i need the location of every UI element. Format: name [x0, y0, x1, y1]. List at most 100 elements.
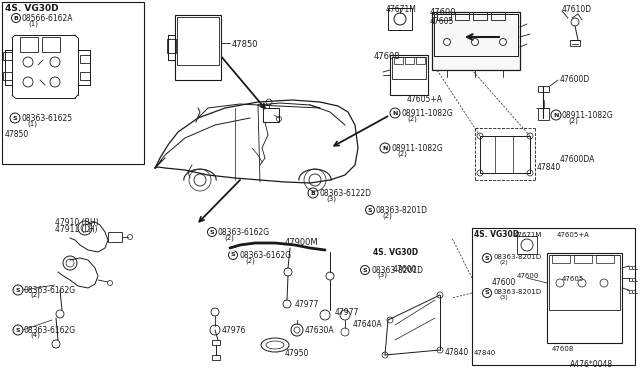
- Text: 47840: 47840: [445, 348, 469, 357]
- Bar: [437, 12, 451, 20]
- Bar: [3, 52, 12, 60]
- Text: 47605: 47605: [562, 276, 584, 282]
- Text: (1): (1): [28, 20, 38, 26]
- Text: (2): (2): [407, 115, 417, 122]
- Bar: [80, 72, 90, 80]
- Bar: [2, 2, 144, 164]
- Bar: [455, 12, 469, 20]
- Text: 47600: 47600: [492, 278, 516, 287]
- Text: 47977: 47977: [335, 308, 360, 317]
- Bar: [596, 255, 614, 263]
- Text: 47605+A: 47605+A: [407, 95, 443, 104]
- Text: B: B: [13, 16, 19, 20]
- Bar: [472, 228, 635, 365]
- Text: 08363-61625: 08363-61625: [21, 114, 72, 123]
- Bar: [552, 255, 570, 263]
- Bar: [405, 57, 414, 64]
- Text: 47850: 47850: [5, 130, 29, 139]
- Bar: [394, 57, 403, 64]
- Text: 08911-1082G: 08911-1082G: [562, 111, 614, 120]
- Bar: [263, 108, 279, 122]
- Text: S: S: [210, 230, 214, 234]
- Bar: [177, 17, 219, 65]
- Text: N: N: [392, 110, 397, 115]
- Text: S: S: [16, 288, 20, 292]
- Text: 08911-1082G: 08911-1082G: [391, 144, 443, 153]
- Text: 08911-1082G: 08911-1082G: [401, 109, 452, 118]
- Text: 08363-8201D: 08363-8201D: [493, 254, 541, 260]
- Text: 47976: 47976: [222, 326, 246, 335]
- Text: N: N: [554, 112, 559, 118]
- Bar: [432, 12, 520, 70]
- Bar: [390, 55, 428, 95]
- Text: 08363-8201D: 08363-8201D: [493, 289, 541, 295]
- Text: (2): (2): [382, 212, 392, 218]
- Text: (2): (2): [245, 257, 255, 263]
- Text: S: S: [368, 208, 372, 212]
- Text: S: S: [230, 253, 236, 257]
- Text: 08363-8201D: 08363-8201D: [371, 266, 423, 275]
- Text: 4S. VG30D: 4S. VG30D: [373, 248, 418, 257]
- Text: 47840: 47840: [474, 350, 496, 356]
- Text: 47608: 47608: [374, 52, 401, 61]
- Bar: [392, 57, 426, 79]
- Bar: [517, 236, 537, 254]
- Bar: [570, 40, 580, 46]
- Bar: [42, 37, 60, 52]
- Bar: [212, 340, 220, 345]
- Text: 47671M: 47671M: [514, 232, 542, 238]
- Text: 47850: 47850: [232, 40, 259, 49]
- Text: (2): (2): [568, 117, 578, 124]
- Text: S: S: [363, 267, 367, 273]
- Text: 47911 (LH): 47911 (LH): [55, 225, 97, 234]
- Text: 47605: 47605: [430, 17, 454, 26]
- Text: (3): (3): [377, 272, 387, 279]
- Bar: [20, 37, 38, 52]
- Bar: [80, 55, 90, 63]
- Text: 08363-6162G: 08363-6162G: [218, 228, 270, 237]
- Text: 47900M: 47900M: [285, 238, 319, 247]
- Text: (2): (2): [499, 260, 508, 265]
- Bar: [549, 255, 620, 310]
- Text: 47671M: 47671M: [386, 5, 417, 14]
- Bar: [416, 57, 425, 64]
- Bar: [491, 12, 505, 20]
- Text: S: S: [13, 115, 17, 121]
- Text: 47977: 47977: [295, 300, 319, 309]
- Bar: [547, 253, 622, 343]
- Text: S: S: [16, 327, 20, 333]
- Bar: [574, 255, 592, 263]
- Text: 47600D: 47600D: [560, 75, 590, 84]
- Text: N: N: [382, 145, 388, 151]
- Text: 47600: 47600: [430, 8, 456, 17]
- Text: 47605+A: 47605+A: [557, 232, 590, 238]
- Bar: [167, 39, 176, 53]
- Text: 4S. VG30D: 4S. VG30D: [5, 4, 59, 13]
- Text: 47950: 47950: [285, 349, 309, 358]
- Text: 47600DA: 47600DA: [560, 155, 595, 164]
- Text: 47630A: 47630A: [305, 326, 335, 335]
- Text: (2): (2): [224, 234, 234, 241]
- Text: S: S: [484, 256, 490, 260]
- Bar: [538, 108, 549, 120]
- Bar: [3, 72, 12, 80]
- Text: (2): (2): [397, 150, 407, 157]
- Text: 08363-6162G: 08363-6162G: [24, 326, 76, 335]
- Text: 08363-6162G: 08363-6162G: [24, 286, 76, 295]
- Bar: [538, 86, 549, 92]
- Text: (4): (4): [30, 332, 40, 339]
- Text: 47608: 47608: [552, 346, 574, 352]
- Bar: [473, 12, 487, 20]
- Bar: [388, 8, 412, 30]
- Text: (2): (2): [30, 292, 40, 298]
- Text: 47610D: 47610D: [562, 5, 592, 14]
- Text: 4S. VG30D: 4S. VG30D: [474, 230, 519, 239]
- Bar: [212, 355, 220, 360]
- Bar: [175, 15, 221, 80]
- Text: 08363-8201D: 08363-8201D: [376, 206, 428, 215]
- Text: 47640A: 47640A: [353, 320, 383, 329]
- Text: A476*0048: A476*0048: [570, 360, 613, 369]
- Text: 08566-6162A: 08566-6162A: [22, 14, 74, 23]
- Text: 47600: 47600: [393, 265, 417, 274]
- Text: 47600: 47600: [517, 273, 540, 279]
